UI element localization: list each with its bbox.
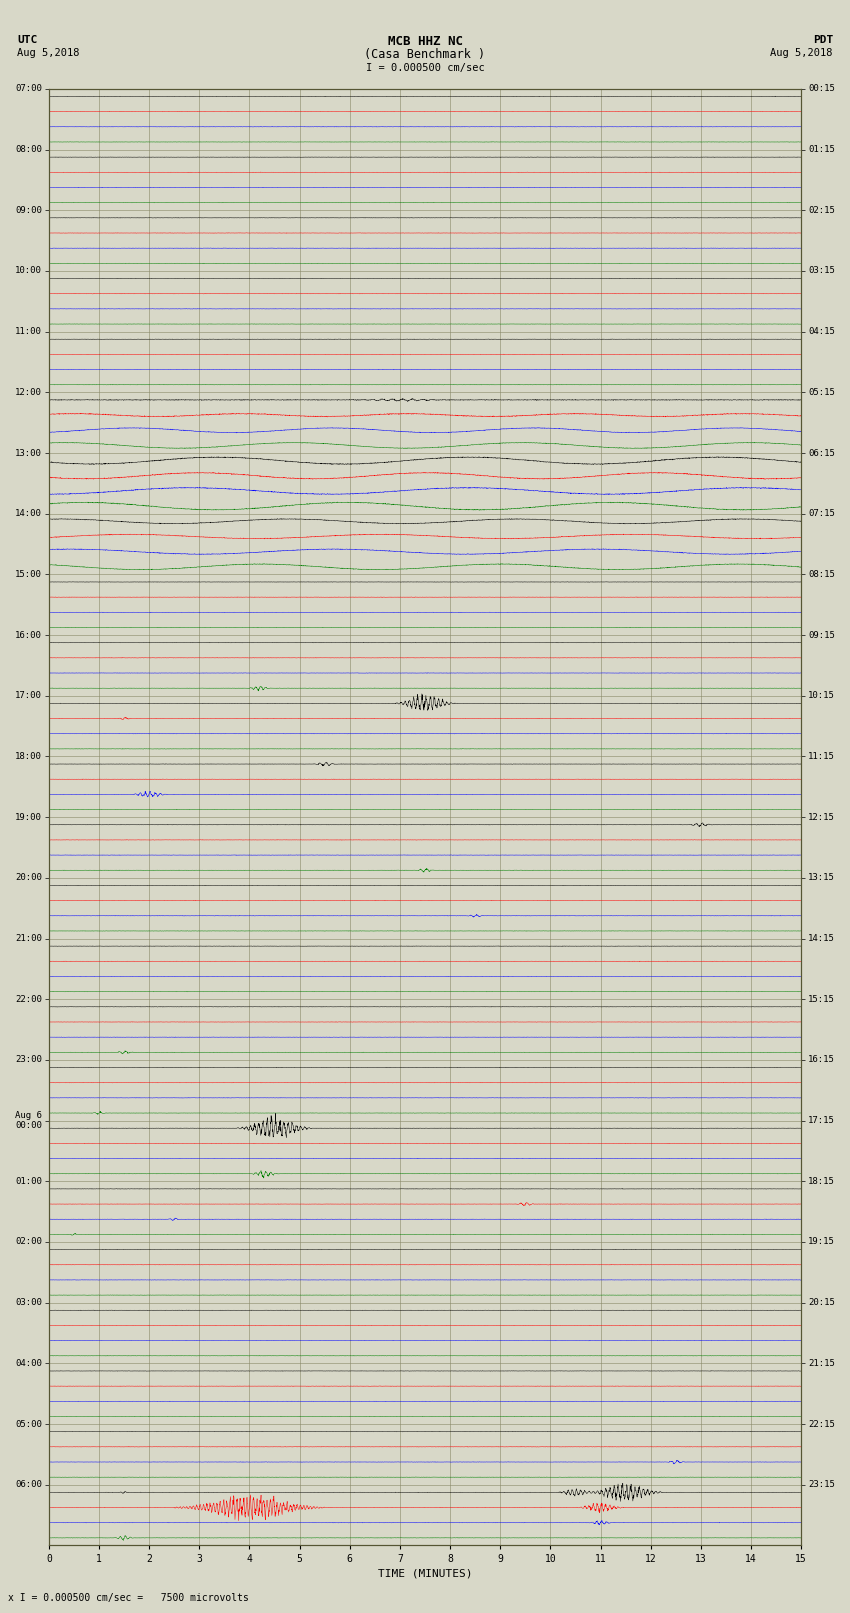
- Text: UTC: UTC: [17, 35, 37, 45]
- Text: MCB HHZ NC: MCB HHZ NC: [388, 35, 462, 48]
- Text: x I = 0.000500 cm/sec =   7500 microvolts: x I = 0.000500 cm/sec = 7500 microvolts: [8, 1594, 249, 1603]
- Text: I = 0.000500 cm/sec: I = 0.000500 cm/sec: [366, 63, 484, 73]
- Text: PDT: PDT: [813, 35, 833, 45]
- Text: Aug 5,2018: Aug 5,2018: [17, 48, 80, 58]
- Text: Aug 5,2018: Aug 5,2018: [770, 48, 833, 58]
- X-axis label: TIME (MINUTES): TIME (MINUTES): [377, 1569, 473, 1579]
- Text: (Casa Benchmark ): (Casa Benchmark ): [365, 48, 485, 61]
